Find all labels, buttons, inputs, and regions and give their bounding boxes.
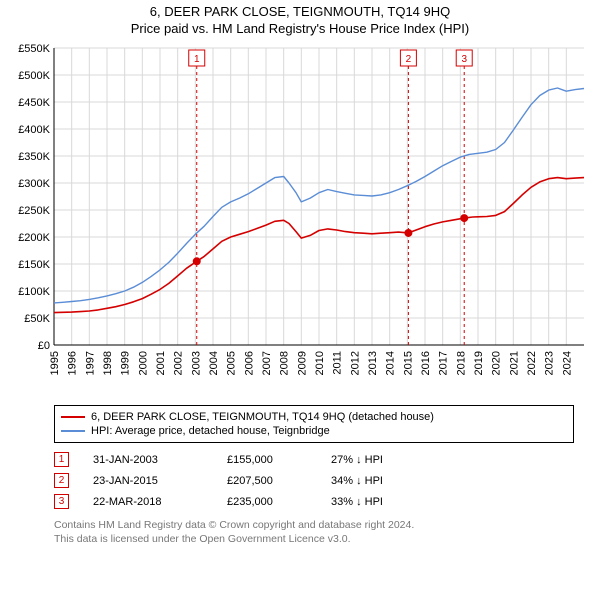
sale-date: 31-JAN-2003 [93, 454, 203, 466]
sale-marker-icon: 1 [54, 452, 69, 467]
svg-text:2021: 2021 [508, 351, 520, 375]
svg-text:£550K: £550K [18, 43, 50, 55]
svg-text:2002: 2002 [173, 351, 185, 375]
svg-text:2024: 2024 [561, 351, 573, 375]
svg-text:£250K: £250K [18, 205, 50, 217]
svg-text:£50K: £50K [24, 313, 50, 325]
svg-text:1999: 1999 [120, 351, 132, 375]
svg-text:£0: £0 [38, 340, 50, 352]
sale-delta: 33% ↓ HPI [331, 496, 421, 508]
svg-text:2015: 2015 [402, 351, 414, 375]
footer-attribution: Contains HM Land Registry data © Crown c… [54, 518, 584, 546]
svg-text:2014: 2014 [385, 351, 397, 375]
svg-text:2022: 2022 [526, 351, 538, 375]
sale-marker-icon: 3 [54, 494, 69, 509]
chart-container: 6, DEER PARK CLOSE, TEIGNMOUTH, TQ14 9HQ… [0, 0, 600, 552]
sale-marker-icon: 2 [54, 473, 69, 488]
svg-text:£400K: £400K [18, 124, 50, 136]
title-subtitle: Price paid vs. HM Land Registry's House … [6, 21, 594, 36]
svg-text:£200K: £200K [18, 232, 50, 244]
svg-text:1995: 1995 [49, 351, 61, 375]
chart-area: £0 £50K £100K £150K £200K £250K £300K £350K £400… [6, 42, 594, 397]
svg-text:£150K: £150K [18, 259, 50, 271]
sales-table: 1 31-JAN-2003 £155,000 27% ↓ HPI 2 23-JA… [54, 449, 584, 512]
svg-text:2006: 2006 [243, 351, 255, 375]
svg-text:1997: 1997 [84, 351, 96, 375]
sale-date: 22-MAR-2018 [93, 496, 203, 508]
svg-text:2005: 2005 [226, 351, 238, 375]
svg-text:2010: 2010 [314, 351, 326, 375]
legend-label-property: 6, DEER PARK CLOSE, TEIGNMOUTH, TQ14 9HQ… [91, 411, 434, 423]
svg-text:2012: 2012 [349, 351, 361, 375]
svg-text:£350K: £350K [18, 151, 50, 163]
svg-text:2008: 2008 [279, 351, 291, 375]
legend-label-hpi: HPI: Average price, detached house, Teig… [91, 425, 330, 437]
svg-text:2007: 2007 [261, 351, 273, 375]
svg-text:2011: 2011 [332, 351, 344, 375]
svg-text:£450K: £450K [18, 97, 50, 109]
sale-price: £207,500 [227, 475, 307, 487]
svg-text:2017: 2017 [438, 351, 450, 375]
svg-text:2020: 2020 [491, 351, 503, 375]
sale-delta: 27% ↓ HPI [331, 454, 421, 466]
legend-box: 6, DEER PARK CLOSE, TEIGNMOUTH, TQ14 9HQ… [54, 405, 574, 443]
footer-line: This data is licensed under the Open Gov… [54, 532, 584, 546]
footer-line: Contains HM Land Registry data © Crown c… [54, 518, 584, 532]
table-row: 3 22-MAR-2018 £235,000 33% ↓ HPI [54, 491, 584, 512]
svg-text:1998: 1998 [102, 351, 114, 375]
legend-swatch-property [61, 416, 85, 418]
svg-text:2009: 2009 [296, 351, 308, 375]
svg-text:£100K: £100K [18, 286, 50, 298]
svg-text:2016: 2016 [420, 351, 432, 375]
svg-text:2013: 2013 [367, 351, 379, 375]
line-chart-svg: £0 £50K £100K £150K £200K £250K £300K £350K £400… [6, 42, 594, 397]
sale-price: £155,000 [227, 454, 307, 466]
legend-row: HPI: Average price, detached house, Teig… [61, 424, 567, 438]
svg-text:2004: 2004 [208, 351, 220, 375]
sale-price: £235,000 [227, 496, 307, 508]
sale-date: 23-JAN-2015 [93, 475, 203, 487]
legend-swatch-hpi [61, 430, 85, 432]
svg-text:2019: 2019 [473, 351, 485, 375]
table-row: 2 23-JAN-2015 £207,500 34% ↓ HPI [54, 470, 584, 491]
svg-text:2018: 2018 [455, 351, 467, 375]
svg-text:2000: 2000 [137, 351, 149, 375]
svg-text:1996: 1996 [67, 351, 79, 375]
table-row: 1 31-JAN-2003 £155,000 27% ↓ HPI [54, 449, 584, 470]
title-address: 6, DEER PARK CLOSE, TEIGNMOUTH, TQ14 9HQ [6, 4, 594, 19]
legend-row: 6, DEER PARK CLOSE, TEIGNMOUTH, TQ14 9HQ… [61, 410, 567, 424]
sale-delta: 34% ↓ HPI [331, 475, 421, 487]
svg-text:2001: 2001 [155, 351, 167, 375]
svg-text:3: 3 [461, 54, 467, 65]
svg-text:2: 2 [406, 54, 412, 65]
svg-text:£500K: £500K [18, 70, 50, 82]
svg-text:£300K: £300K [18, 178, 50, 190]
svg-text:2023: 2023 [544, 351, 556, 375]
svg-text:1: 1 [194, 54, 200, 65]
svg-text:2003: 2003 [190, 351, 202, 375]
